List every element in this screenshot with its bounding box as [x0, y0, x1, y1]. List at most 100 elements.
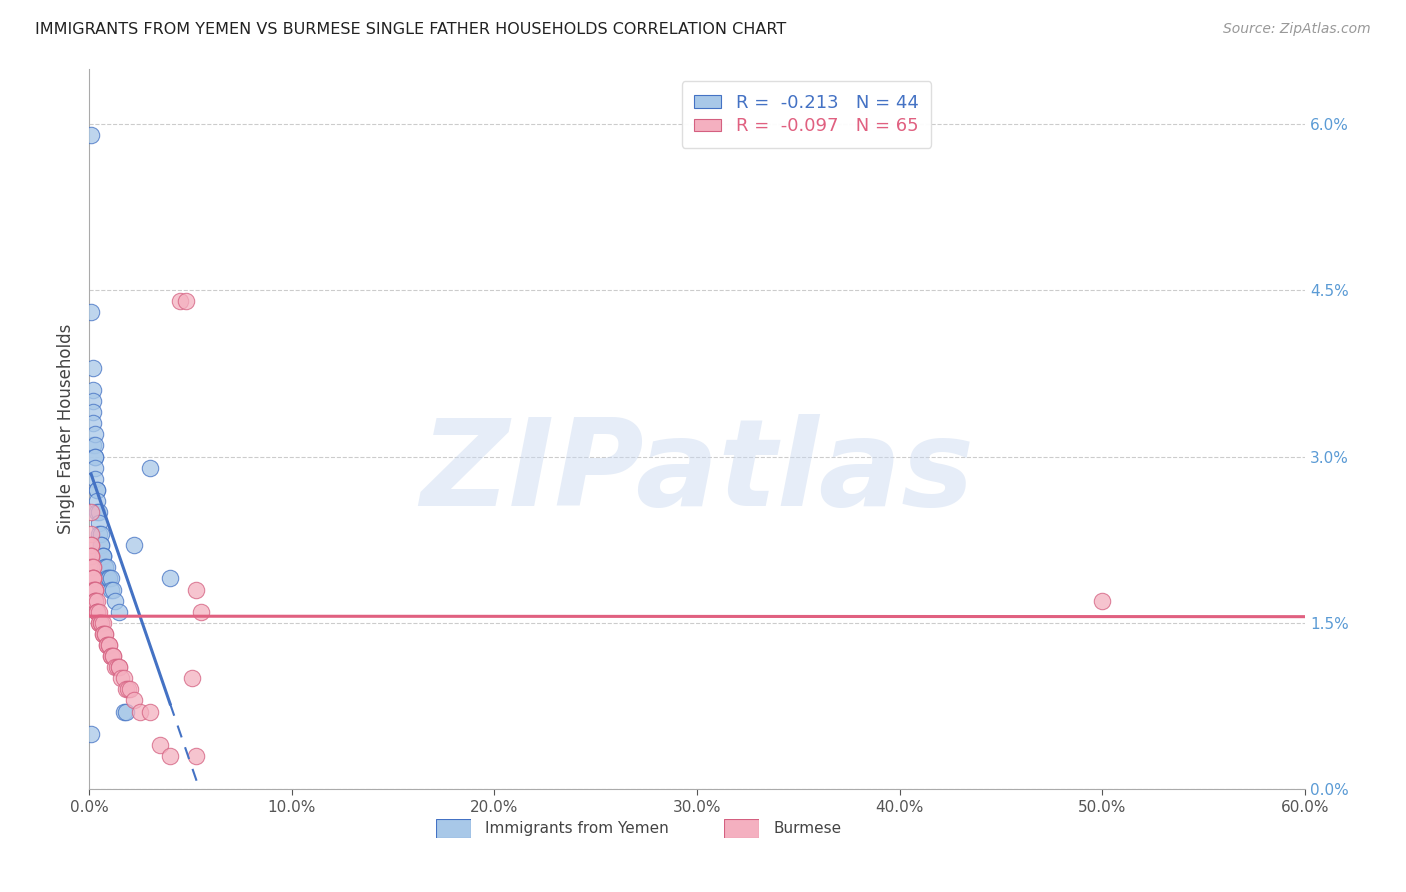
Point: [84, 593, 107, 607]
Point: [84, 582, 107, 597]
Point: [104, 660, 127, 674]
Point: [114, 682, 136, 697]
Point: [89, 615, 111, 630]
Text: ZIPatlas: ZIPatlas: [420, 414, 974, 531]
Point: [82, 360, 104, 375]
Point: [100, 649, 122, 664]
Point: [82, 572, 104, 586]
Point: [107, 660, 129, 674]
Point: [86, 483, 108, 497]
Point: [82, 394, 104, 409]
Point: [91, 627, 114, 641]
Point: [84, 450, 107, 464]
Point: [108, 605, 131, 619]
Point: [84, 460, 107, 475]
Point: [90, 527, 112, 541]
Point: [82, 560, 104, 574]
Point: [112, 705, 135, 719]
Point: [90, 538, 112, 552]
Point: [98, 572, 121, 586]
Point: [80, 538, 103, 552]
Point: [117, 682, 139, 697]
Point: [96, 638, 118, 652]
Point: [86, 483, 108, 497]
Point: [91, 549, 114, 564]
Point: [89, 527, 111, 541]
Point: [86, 605, 108, 619]
Point: [90, 615, 112, 630]
Legend: R =  -0.213   N = 44, R =  -0.097   N = 65: R = -0.213 N = 44, R = -0.097 N = 65: [682, 81, 931, 148]
Point: [84, 582, 107, 597]
Point: [100, 572, 122, 586]
Point: [89, 605, 111, 619]
Point: [169, 294, 191, 309]
Point: [96, 638, 118, 652]
Point: [89, 516, 111, 530]
Point: [1091, 593, 1114, 607]
Point: [128, 705, 150, 719]
Text: IMMIGRANTS FROM YEMEN VS BURMESE SINGLE FATHER HOUSEHOLDS CORRELATION CHART: IMMIGRANTS FROM YEMEN VS BURMESE SINGLE …: [35, 22, 786, 37]
Point: [82, 383, 104, 397]
Point: [91, 549, 114, 564]
Point: [82, 582, 104, 597]
Point: [159, 748, 181, 763]
Point: [80, 538, 103, 552]
Point: [110, 671, 132, 685]
Point: [139, 705, 162, 719]
Point: [80, 128, 103, 142]
Point: [91, 549, 114, 564]
Point: [90, 615, 112, 630]
Point: [80, 549, 103, 564]
Point: [91, 627, 114, 641]
Point: [112, 671, 135, 685]
Point: [90, 538, 112, 552]
Point: [122, 538, 145, 552]
Point: [98, 638, 121, 652]
Point: [82, 572, 104, 586]
Text: Burmese: Burmese: [773, 821, 841, 836]
Point: [86, 505, 108, 519]
Point: [104, 593, 127, 607]
Point: [94, 627, 117, 641]
Point: [82, 572, 104, 586]
Point: [190, 605, 212, 619]
Point: [86, 605, 108, 619]
Point: [84, 593, 107, 607]
Point: [149, 738, 172, 752]
Point: [186, 748, 208, 763]
Text: Source: ZipAtlas.com: Source: ZipAtlas.com: [1223, 22, 1371, 37]
Y-axis label: Single Father Households: Single Father Households: [58, 324, 75, 534]
Point: [108, 660, 131, 674]
Point: [84, 582, 107, 597]
Point: [100, 582, 122, 597]
Point: [96, 572, 118, 586]
Point: [94, 560, 117, 574]
Text: Immigrants from Yemen: Immigrants from Yemen: [485, 821, 669, 836]
Point: [82, 405, 104, 419]
Point: [103, 649, 125, 664]
Point: [84, 438, 107, 452]
Point: [80, 727, 103, 741]
Point: [82, 572, 104, 586]
Point: [108, 660, 131, 674]
Point: [89, 505, 111, 519]
Point: [80, 549, 103, 564]
Point: [100, 649, 122, 664]
Point: [94, 560, 117, 574]
Point: [96, 560, 118, 574]
Point: [89, 615, 111, 630]
Point: [103, 582, 125, 597]
Point: [181, 671, 204, 685]
Point: [80, 505, 103, 519]
Point: [159, 572, 181, 586]
Point: [118, 682, 141, 697]
Point: [80, 549, 103, 564]
Point: [86, 593, 108, 607]
Point: [86, 494, 108, 508]
Point: [86, 605, 108, 619]
Point: [80, 305, 103, 319]
Point: [98, 638, 121, 652]
Point: [122, 693, 145, 707]
Point: [186, 582, 208, 597]
Point: [139, 460, 162, 475]
